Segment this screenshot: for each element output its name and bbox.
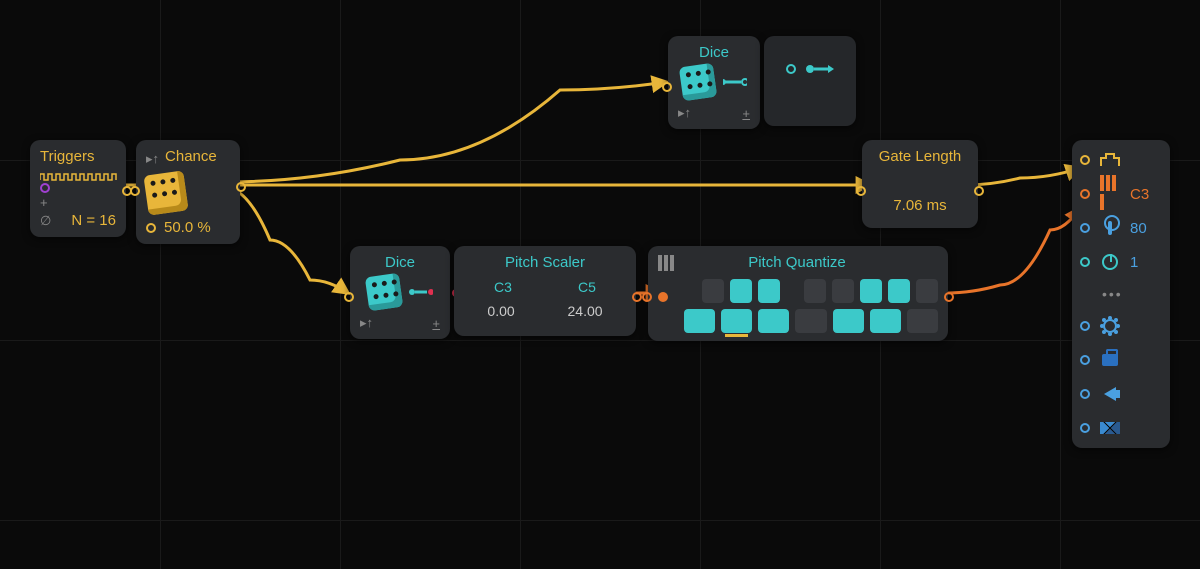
route-icon: ▸↑ bbox=[678, 105, 691, 121]
pq-key-bot-3[interactable] bbox=[795, 309, 826, 333]
rack-port-gate[interactable] bbox=[1080, 155, 1090, 165]
canvas[interactable]: Triggers + ∅ N = 16 ▸↑ Chance 50. bbox=[0, 0, 1200, 569]
more-icon: ••• bbox=[1102, 286, 1123, 302]
rack-port-vel[interactable] bbox=[1080, 223, 1090, 233]
rack-row-knob[interactable]: 1 bbox=[1080, 252, 1162, 272]
dice-icon bbox=[365, 273, 403, 311]
output-rack[interactable]: C3 80 1 ••• bbox=[1072, 140, 1170, 448]
rack-label-knob: 1 bbox=[1130, 254, 1154, 271]
rack-row-case[interactable] bbox=[1080, 350, 1162, 370]
pq-port-out[interactable] bbox=[944, 292, 954, 302]
arrow-icon bbox=[723, 77, 747, 87]
node-dice-top[interactable]: Dice ▸↑ + bbox=[668, 36, 760, 129]
rack-port-knob[interactable] bbox=[1080, 257, 1090, 267]
sun-icon bbox=[1100, 316, 1120, 336]
node-triggers[interactable]: Triggers + ∅ N = 16 bbox=[30, 140, 126, 237]
rack-row-gate[interactable] bbox=[1080, 150, 1162, 170]
plus-minus-icon: + bbox=[432, 316, 440, 331]
pq-port-in[interactable] bbox=[642, 292, 652, 302]
pq-key-bot-1[interactable] bbox=[721, 309, 752, 333]
pq-key-top-5[interactable] bbox=[860, 279, 882, 303]
node-ps-title: Pitch Scaler bbox=[464, 254, 626, 271]
triggers-value: N = 16 bbox=[71, 212, 116, 229]
dice-top-out-port-in[interactable] bbox=[786, 64, 796, 74]
pq-key-bot-5[interactable] bbox=[870, 309, 901, 333]
arrow-icon bbox=[806, 64, 834, 74]
rack-label-vel: 80 bbox=[1130, 220, 1154, 237]
rack-row-spk[interactable] bbox=[1080, 384, 1162, 404]
keyboard-icon bbox=[658, 255, 676, 274]
dice-bot-port-in[interactable] bbox=[344, 292, 354, 302]
dice-icon bbox=[143, 170, 188, 215]
rack-port-spk[interactable] bbox=[1080, 389, 1090, 399]
rack-row-env[interactable] bbox=[1080, 418, 1162, 438]
pq-key-bot-0[interactable] bbox=[684, 309, 715, 333]
chance-value: 50.0 % bbox=[164, 219, 211, 236]
rack-row-pitch[interactable]: C3 bbox=[1080, 184, 1162, 204]
pq-key-top-0[interactable] bbox=[702, 279, 724, 303]
arrow-icon bbox=[409, 287, 433, 297]
knob-icon bbox=[1100, 252, 1120, 272]
node-chance[interactable]: ▸↑ Chance 50.0 % bbox=[136, 140, 240, 244]
node-gate-length[interactable]: Gate Length 7.06 ms bbox=[862, 140, 978, 228]
ps-low-val[interactable]: 0.00 bbox=[487, 303, 514, 319]
pq-key-top-2[interactable] bbox=[758, 279, 780, 303]
plus-minus-icon: + bbox=[742, 106, 750, 121]
rack-label-pitch: C3 bbox=[1130, 186, 1154, 203]
pq-key-bot-6[interactable] bbox=[907, 309, 938, 333]
envelope-icon bbox=[1100, 418, 1120, 438]
rack-row-bright[interactable] bbox=[1080, 316, 1162, 336]
route-icon: ▸↑ bbox=[146, 151, 159, 167]
triggers-port-in[interactable] bbox=[40, 183, 50, 193]
node-dice-bottom[interactable]: Dice ▸↑ + bbox=[350, 246, 450, 339]
chance-port-mod[interactable] bbox=[146, 223, 156, 233]
node-dice-bot-title: Dice bbox=[360, 254, 440, 271]
pq-white-keys[interactable] bbox=[684, 309, 938, 333]
node-triggers-title: Triggers bbox=[40, 148, 116, 165]
chance-port-out[interactable] bbox=[236, 182, 246, 192]
pq-black-keys[interactable] bbox=[702, 279, 938, 303]
chance-port-in[interactable] bbox=[130, 186, 140, 196]
dice-icon bbox=[679, 63, 717, 101]
node-pitch-scaler[interactable]: Pitch Scaler C3 C5 0.00 24.00 bbox=[454, 246, 636, 336]
pq-key-top-3[interactable] bbox=[804, 279, 826, 303]
gate-value: 7.06 ms bbox=[872, 197, 968, 214]
pq-port-in-dot[interactable] bbox=[658, 292, 668, 302]
node-pitch-quantize[interactable]: Pitch Quantize bbox=[648, 246, 948, 341]
rack-port-bright[interactable] bbox=[1080, 321, 1090, 331]
ps-port-out[interactable] bbox=[632, 292, 642, 302]
case-icon bbox=[1100, 350, 1120, 370]
dice-top-port-in[interactable] bbox=[662, 82, 672, 92]
gate-port-in[interactable] bbox=[856, 186, 866, 196]
pq-key-top-7[interactable] bbox=[916, 279, 938, 303]
pq-key-top-4[interactable] bbox=[832, 279, 854, 303]
speaker-icon bbox=[1100, 384, 1120, 404]
pq-key-top-6[interactable] bbox=[888, 279, 910, 303]
rack-port-env[interactable] bbox=[1080, 423, 1090, 433]
node-pq-title: Pitch Quantize bbox=[684, 254, 910, 271]
rack-row-dots[interactable]: ••• bbox=[1102, 286, 1162, 302]
pin-icon bbox=[1100, 218, 1120, 238]
pq-key-bot-4[interactable] bbox=[833, 309, 864, 333]
rack-port-pitch[interactable] bbox=[1080, 189, 1090, 199]
pq-key-bot-2[interactable] bbox=[758, 309, 789, 333]
pq-key-top-1[interactable] bbox=[730, 279, 752, 303]
ps-low-note[interactable]: C3 bbox=[494, 279, 512, 295]
node-dice-top-title: Dice bbox=[678, 44, 750, 61]
node-gate-title: Gate Length bbox=[872, 148, 968, 165]
plus-icon: + bbox=[40, 195, 48, 210]
rack-port-case[interactable] bbox=[1080, 355, 1090, 365]
keyboard-icon bbox=[1100, 184, 1120, 204]
gate-icon bbox=[1100, 150, 1120, 170]
node-chance-title: Chance bbox=[165, 148, 217, 165]
null-icon: ∅ bbox=[40, 213, 51, 229]
gate-port-out[interactable] bbox=[974, 186, 984, 196]
ps-high-val[interactable]: 24.00 bbox=[568, 303, 603, 319]
route-icon: ▸↑ bbox=[360, 315, 373, 331]
rack-row-vel[interactable]: 80 bbox=[1080, 218, 1162, 238]
triggers-wave-icon bbox=[40, 172, 120, 182]
node-dice-top-output[interactable] bbox=[764, 36, 856, 126]
ps-high-note[interactable]: C5 bbox=[578, 279, 596, 295]
